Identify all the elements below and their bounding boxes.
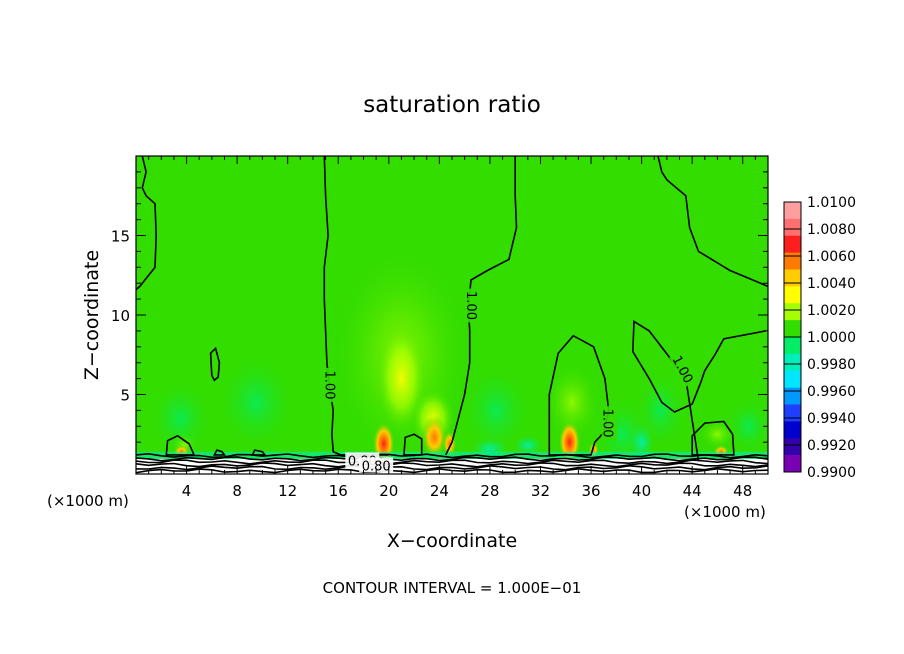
x-tick-label: 8: [232, 482, 242, 500]
field-shade-patch: [148, 378, 213, 459]
contour-label: 0.80: [359, 457, 394, 474]
contour-lobe-x7: [213, 449, 227, 456]
colorbar-swatch: [784, 235, 801, 253]
chart-title: saturation ratio: [363, 92, 541, 118]
contour-surface-band: [136, 459, 768, 465]
contour-surface-band: [136, 464, 768, 471]
contour-label: 1.00: [322, 368, 339, 402]
x-tick-label: 36: [581, 482, 600, 500]
contour-label: 1.00: [600, 406, 617, 441]
contour-label-text: 1.00: [463, 291, 478, 320]
colorbar-swatch: [784, 387, 801, 405]
x-tick-label: 48: [733, 482, 752, 500]
field-shade-patch: [544, 362, 601, 443]
colorbar-swatch: [784, 353, 801, 372]
colorbar-swatch: [784, 404, 801, 422]
x-tick-label: 32: [531, 482, 550, 500]
colorbar-label: 0.9960: [807, 384, 856, 400]
colorbar-label: 1.0060: [807, 249, 856, 265]
field-shade-patch: [725, 396, 768, 457]
y-tick-label: 10: [111, 307, 130, 325]
contour-label-text: 1.00: [600, 409, 615, 438]
colorbar-label: 1.0040: [807, 276, 856, 292]
colorbar: 1.0100 1.0080 1.0060 1.0040 1.0020 1.0000 0.99…: [783, 195, 856, 481]
field-shade-patch: [421, 415, 448, 460]
colorbar-swatch: [784, 252, 801, 270]
colorbar-swatch: [784, 286, 801, 304]
contour-left-edge: [136, 156, 158, 291]
contour-lobe-x9: [250, 449, 267, 456]
y-tick-label: 15: [111, 228, 130, 246]
contour-right-upper: [657, 156, 768, 288]
colorbar-swatch: [784, 421, 801, 439]
contour-lines: [136, 156, 768, 474]
field-shade-patch: [460, 364, 533, 457]
field-shading: [136, 244, 768, 474]
x-unit-left: (×1000 m): [47, 492, 129, 510]
colorbar-swatch: [784, 303, 801, 321]
contour-surface-band: [136, 452, 768, 459]
contour-1p00-x15: [323, 156, 389, 456]
colorbar-swatch: [784, 202, 801, 220]
contour-labels: 1.001.001.001.000.800.80: [322, 288, 699, 474]
x-tick-label: 28: [480, 482, 499, 500]
colorbar-label: 0.9940: [807, 411, 856, 427]
x-tick-label: 12: [278, 482, 297, 500]
y-axis-ticks: 5 10 15: [111, 171, 768, 459]
x-axis-ticks: 4 8 12 16 20 24 28 32 36 40 44 48: [148, 156, 756, 500]
field-shade-patch: [629, 424, 654, 461]
x-tick-label: 44: [683, 482, 702, 500]
contour-interval-note: CONTOUR INTERVAL = 1.000E−01: [323, 579, 582, 597]
colorbar-label: 1.0000: [807, 330, 856, 346]
colorbar-swatch: [784, 337, 801, 355]
field-shade-patch: [513, 435, 542, 456]
colorbar-swatch: [784, 269, 801, 287]
x-tick-label: 40: [632, 482, 651, 500]
x-unit-right: (×1000 m): [684, 503, 766, 521]
contour-label-text: 1.00: [322, 371, 337, 400]
contour-lobe-x6: [209, 346, 221, 382]
x-axis-label: X−coordinate: [387, 530, 517, 552]
contour-1p00-x43-dummy: [631, 319, 766, 462]
colorbar-label: 1.0080: [807, 222, 856, 238]
field-shade-patch: [216, 352, 297, 453]
colorbar-label: 0.9920: [807, 438, 856, 454]
colorbar-swatch: [784, 320, 801, 338]
y-tick-label: 5: [120, 387, 130, 405]
x-tick-label: 16: [329, 482, 348, 500]
y-axis-label: Z−coordinate: [81, 250, 103, 380]
colorbar-swatch: [784, 455, 801, 473]
x-tick-label: 24: [430, 482, 449, 500]
colorbar-label: 0.9900: [807, 465, 856, 481]
colorbar-swatch: [784, 218, 801, 237]
contour-label: 1.00: [463, 288, 481, 323]
contour-label-text: 0.80: [362, 459, 391, 474]
colorbar-swatch: [784, 438, 801, 456]
colorbar-label: 1.0100: [807, 195, 856, 211]
colorbar-label: 0.9980: [807, 357, 856, 373]
near-surface-band: [136, 451, 768, 460]
plot-area: 1.001.001.001.000.800.80: [136, 156, 768, 474]
colorbar-label: 1.0020: [807, 303, 856, 319]
x-tick-label: 4: [182, 482, 192, 500]
contour-lobe-x46: [691, 420, 735, 456]
colorbar-swatch: [784, 370, 801, 388]
contour-1p00-x35: [548, 334, 610, 456]
x-tick-label: 20: [379, 482, 398, 500]
contour-surface-band: [136, 462, 768, 468]
